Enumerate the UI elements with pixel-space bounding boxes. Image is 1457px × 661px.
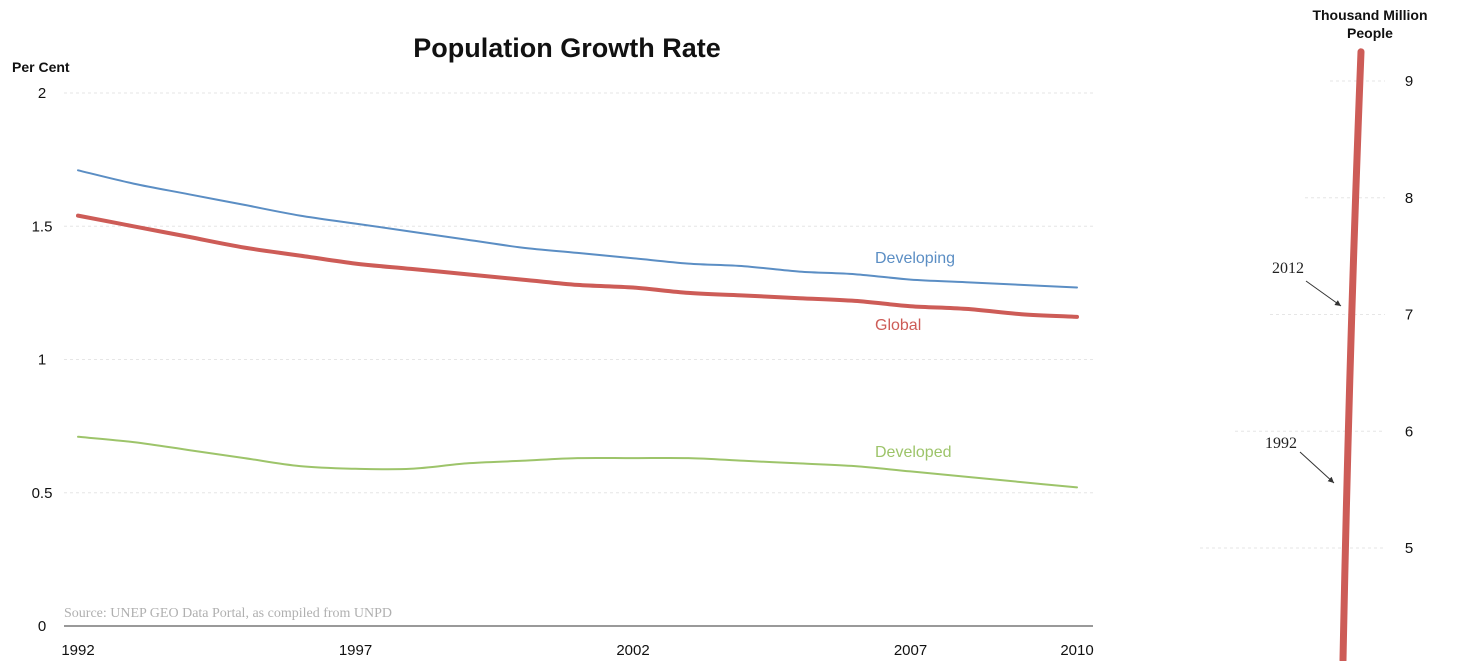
main-series-labels: Developing Global Developed (875, 250, 955, 461)
y-tick-label: 0 (38, 618, 46, 635)
y-tick-label: 1 (38, 352, 46, 369)
side-y-tick-label: 5 (1405, 540, 1413, 557)
side-gridlines (1200, 80, 1385, 549)
series-label-developing: Developing (875, 250, 955, 267)
side-y-axis-title-line2: People (1347, 25, 1393, 41)
x-tick-label: 1992 (61, 642, 94, 659)
population-series-line (1339, 48, 1365, 661)
x-tick-label: 1997 (339, 642, 372, 659)
side-y-tick-labels: 5 6 7 8 9 (1405, 73, 1413, 557)
series-line-developing (77, 169, 1078, 289)
main-gridlines (64, 92, 1093, 494)
side-y-tick-label: 8 (1405, 190, 1413, 207)
population-line (1339, 48, 1365, 661)
annotation-1992: 1992 (1265, 435, 1297, 452)
growth-rate-chart: Population Growth Rate Per Cent 0 0.5 1 1.5… (12, 33, 1094, 659)
annotation-2012: 2012 (1272, 260, 1304, 277)
year-annotations: 2012 1992 (1265, 260, 1342, 484)
x-tick-label: 2010 (1060, 642, 1093, 659)
main-x-tick-labels: 1992 1997 2002 2007 2010 (61, 642, 1093, 659)
y-tick-label: 0.5 (32, 485, 53, 502)
series-label-developed: Developed (875, 444, 952, 461)
series-line-developed (77, 435, 1078, 489)
source-note: Source: UNEP GEO Data Portal, as compile… (64, 606, 392, 621)
side-y-axis-title-line1: Thousand Million (1312, 7, 1427, 23)
main-y-tick-labels: 0 0.5 1 1.5 2 (32, 85, 53, 635)
main-series-lines (76, 169, 1079, 489)
annotation-arrow (1299, 451, 1335, 484)
series-label-global: Global (875, 317, 921, 334)
y-tick-label: 2 (38, 85, 46, 102)
population-chart: Thousand Million People 5 6 7 8 9 2012 1992 (1200, 7, 1428, 661)
y-axis-title: Per Cent (12, 59, 70, 75)
side-y-tick-label: 7 (1405, 307, 1413, 324)
y-tick-label: 1.5 (32, 218, 53, 235)
annotation-arrow (1305, 280, 1342, 307)
chart-title: Population Growth Rate (413, 33, 721, 63)
side-y-tick-label: 9 (1405, 73, 1413, 90)
series-line-global (76, 213, 1079, 319)
x-tick-label: 2002 (616, 642, 649, 659)
side-y-tick-label: 6 (1405, 423, 1413, 440)
x-tick-label: 2007 (894, 642, 927, 659)
